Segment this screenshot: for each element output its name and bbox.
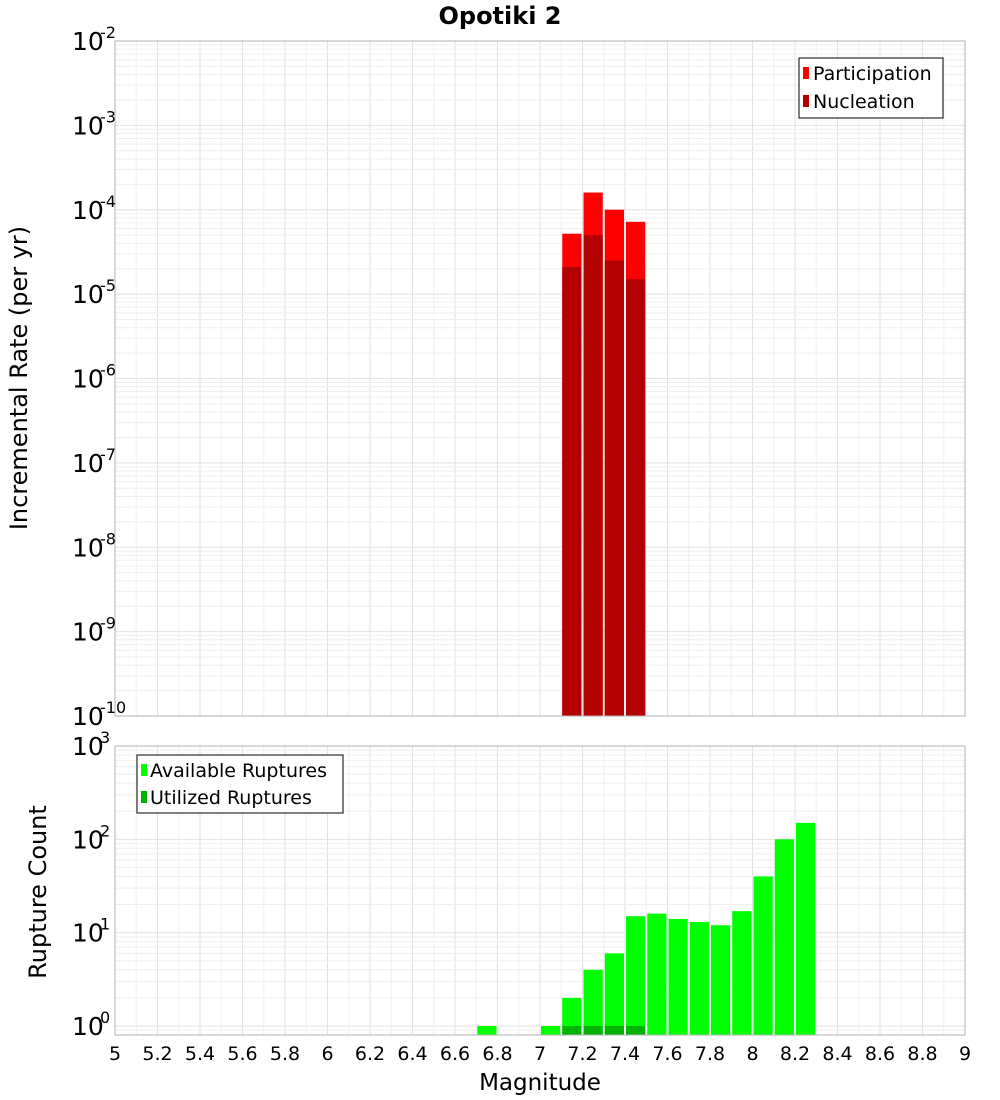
bottom-y-tick-label: 10 (72, 825, 104, 854)
legend-available-ruptures-swatch (141, 764, 147, 776)
bottom-bar-available-ruptures (753, 876, 773, 1035)
bottom-bar-available-ruptures (562, 997, 582, 1035)
bottom-legend: Available Ruptures Utilized Ruptures (136, 754, 344, 814)
bottom-bar-available-ruptures (732, 911, 752, 1035)
bottom-bar-available-ruptures (689, 922, 709, 1035)
x-tick-label: 7.6 (652, 1043, 682, 1065)
top-bars (562, 192, 646, 717)
bottom-y-tick-exponent: 3 (100, 728, 110, 747)
x-tick-label: 9 (959, 1043, 971, 1065)
top-y-tick-label: 10 (72, 449, 104, 478)
x-tick-label: 5.8 (270, 1043, 300, 1065)
top-y-tick-label: 10 (72, 111, 104, 140)
top-y-tick-exponent: -2 (100, 23, 116, 42)
bottom-y-tick-label: 10 (72, 1012, 104, 1041)
x-tick-label: 7.8 (695, 1043, 725, 1065)
bottom-legend-box (136, 754, 344, 814)
bottom-bars (477, 822, 816, 1035)
top-y-tick-exponent: -9 (100, 614, 116, 633)
top-bar-nucleation (583, 235, 603, 716)
bottom-bar-available-ruptures (774, 839, 794, 1035)
bottom-y-tick-label: 10 (72, 919, 104, 948)
bottom-plot-frame (114, 745, 966, 1036)
top-y-tick-label: 10 (72, 196, 104, 225)
top-grid (114, 40, 966, 717)
bottom-bar-utilized-ruptures (626, 1025, 646, 1035)
bottom-bar-available-ruptures (647, 913, 667, 1035)
legend-participation-swatch (803, 67, 809, 79)
bottom-bar-available-ruptures (604, 953, 624, 1035)
top-y-tick-exponent: -6 (100, 361, 116, 380)
top-y-tick-exponent: -8 (100, 529, 116, 548)
legend-nucleation-label: Nucleation (813, 91, 915, 113)
bottom-bar-available-ruptures (796, 822, 816, 1035)
x-tick-label: 7.2 (567, 1043, 597, 1065)
legend-utilized-ruptures-label: Utilized Ruptures (150, 787, 312, 809)
x-tick-label: 5 (109, 1043, 121, 1065)
x-axis-label: Magnitude (479, 1070, 601, 1096)
x-tick-label: 6.8 (482, 1043, 512, 1065)
x-tick-label: 8 (746, 1043, 758, 1065)
x-tick-label: 6 (321, 1043, 333, 1065)
x-tick-label: 7.4 (610, 1043, 640, 1065)
x-tick-label: 6.2 (355, 1043, 385, 1065)
bottom-y-tick-exponent: 0 (100, 1008, 110, 1027)
bottom-y-tick-exponent: 1 (100, 915, 110, 934)
top-y-tick-exponent: -3 (100, 107, 116, 126)
bottom-bar-utilized-ruptures (604, 1025, 624, 1035)
bottom-y-tick-exponent: 2 (100, 821, 110, 840)
top-y-tick-label: 10 (72, 365, 104, 394)
bottom-bar-utilized-ruptures (562, 1025, 582, 1035)
top-legend-box (798, 57, 944, 119)
bottom-bar-available-ruptures (668, 919, 688, 1035)
x-tick-label: 8.8 (907, 1043, 937, 1065)
bottom-bar-available-ruptures (541, 1025, 561, 1035)
top-y-axis-label: Incremental Rate (per yr) (5, 226, 33, 530)
x-tick-label: 7 (534, 1043, 546, 1065)
x-tick-label: 6.4 (397, 1043, 427, 1065)
top-y-tick-label: 10 (72, 533, 104, 562)
top-y-tick-exponent: -5 (100, 276, 116, 295)
chart-title: Opotiki 2 (438, 2, 561, 30)
x-tick-labels: 5 5.2 5.4 5.6 5.8 6 6.2 6.4 6.6 6.8 7 7.2 7.4 7.6 7.8 8… (109, 1043, 971, 1065)
x-tick-label: 8.6 (865, 1043, 895, 1065)
top-y-tick-label: 10 (72, 618, 104, 647)
legend-available-ruptures-label: Available Ruptures (150, 760, 327, 782)
top-y-tick-label: 10 (72, 702, 104, 731)
bottom-bar-available-ruptures (583, 969, 603, 1035)
legend-participation-label: Participation (813, 63, 932, 85)
legend-nucleation-swatch (803, 95, 809, 107)
bottom-bar-available-ruptures (626, 916, 646, 1035)
top-bar-nucleation (604, 260, 624, 716)
x-tick-label: 5.4 (185, 1043, 215, 1065)
x-tick-label: 5.2 (142, 1043, 172, 1065)
x-tick-label: 6.6 (440, 1043, 470, 1065)
top-legend: Participation Nucleation (798, 57, 944, 119)
top-bar-nucleation (562, 266, 582, 716)
top-y-tick-exponent: -7 (100, 445, 116, 464)
top-y-tick-exponent: -4 (100, 192, 116, 211)
bottom-bar-available-ruptures (711, 925, 731, 1035)
top-plot-frame (114, 40, 966, 717)
bottom-y-tick-label: 10 (72, 732, 104, 761)
bottom-bar-available-ruptures (477, 1025, 497, 1035)
legend-utilized-ruptures-swatch (141, 791, 147, 803)
x-tick-label: 8.2 (780, 1043, 810, 1065)
bottom-y-axis-label: Rupture Count (24, 805, 52, 979)
top-y-tick-label: 10 (72, 280, 104, 309)
bottom-bar-utilized-ruptures (583, 1025, 603, 1035)
top-bar-nucleation (626, 279, 646, 716)
x-tick-label: 8.4 (822, 1043, 852, 1065)
top-y-tick-label: 10 (72, 27, 104, 56)
top-y-tick-exponent: -10 (100, 698, 126, 717)
x-tick-label: 5.6 (227, 1043, 257, 1065)
